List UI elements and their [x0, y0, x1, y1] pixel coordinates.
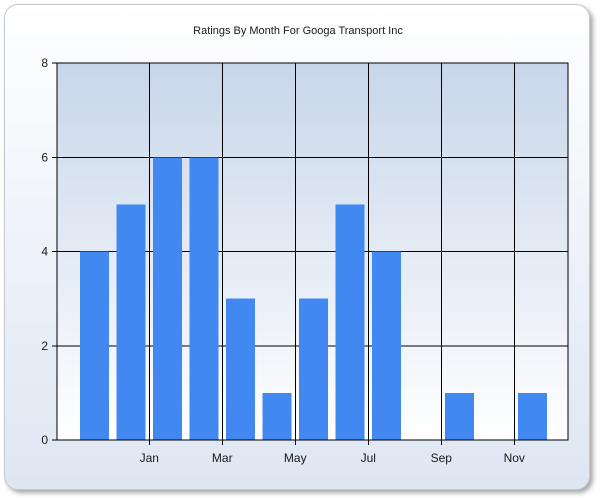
plot-border	[56, 62, 569, 441]
x-tick-label: Sep	[431, 451, 453, 465]
y-tick-label: 6	[41, 150, 48, 164]
bar-chart: Ratings By Month For Googa Transport Inc…	[41, 25, 569, 465]
bar-dec-0	[80, 251, 109, 440]
y-tick-label: 4	[41, 245, 48, 259]
labels-layer: 0 2 4 6 8 Jan Mar May Jul Sep Nov	[41, 56, 525, 465]
bar-jun-6	[299, 298, 328, 440]
axes-layer	[52, 62, 569, 445]
chart-title: Ratings By Month For Googa Transport Inc	[193, 25, 403, 37]
y-tick-label: 0	[41, 433, 48, 447]
x-tick-label: Nov	[504, 451, 525, 465]
bar-dec-12	[518, 392, 547, 440]
y-tick-label: 8	[41, 56, 48, 70]
x-tick-label: Jul	[361, 451, 376, 465]
x-tick-label: Jan	[140, 451, 159, 465]
y-tick-label: 2	[41, 339, 48, 353]
bar-oct-10	[445, 392, 474, 440]
bar-jan-1	[116, 204, 146, 440]
bar-may-5	[262, 392, 292, 440]
bar-aug-8	[372, 251, 401, 440]
bar-apr-4	[226, 298, 255, 440]
x-tick-label: May	[284, 451, 307, 465]
bar-jul-7	[335, 204, 365, 440]
bar-feb-2	[153, 157, 182, 440]
bars-layer	[80, 157, 547, 440]
bar-mar-3	[189, 157, 219, 440]
x-tick-label: Mar	[212, 451, 233, 465]
chart-frame: Ratings By Month For Googa Transport Inc…	[4, 4, 590, 490]
